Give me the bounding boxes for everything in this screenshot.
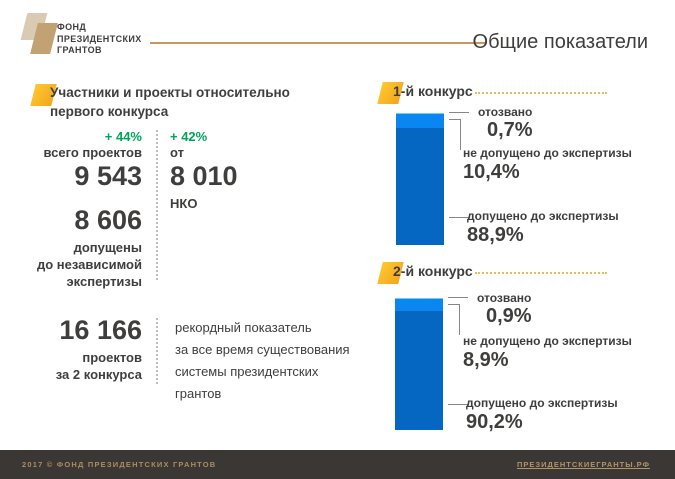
- summary-label: проектов за 2 конкурса: [20, 349, 142, 383]
- segment-value-not-admitted: 8,9%: [463, 349, 509, 371]
- footer-bar: 2017 © ФОНД ПРЕЗИДЕНТСКИХ ГРАНТОВ ПРЕЗИД…: [0, 450, 675, 479]
- admitted-label: допущены до независимой экспертизы: [20, 239, 142, 290]
- footer-copyright: 2017 © ФОНД ПРЕЗИДЕНТСКИХ ГРАНТОВ: [22, 460, 217, 469]
- summary-label-line2: за 2 конкурса: [55, 367, 142, 382]
- nko-total: 8 010: [170, 161, 238, 191]
- dotted-divider: [156, 318, 158, 384]
- stacked-bar: [395, 298, 443, 430]
- segment-label-not-admitted: не допущено до экспертизы: [463, 334, 632, 348]
- bar-segment-1: [395, 299, 443, 311]
- fund-logo-text: ФОНД ПРЕЗИДЕНТСКИХ ГРАНТОВ: [57, 22, 142, 57]
- callout-line: [449, 119, 461, 150]
- admitted-label-line2: до независимой: [37, 257, 142, 272]
- segment-value-not-admitted: 10,4%: [463, 161, 520, 183]
- segment-value-withdrawn: 0,7%: [487, 119, 533, 141]
- bar-segment-1: [396, 113, 444, 128]
- segment-label-admitted: допущено до экспертизы: [467, 209, 619, 223]
- segment-value-admitted: 88,9%: [467, 224, 524, 246]
- segment-label-withdrawn: отозвано: [478, 105, 533, 119]
- dotted-divider: [156, 130, 158, 280]
- projects-stats-column: + 44% всего проектов 9 543 8 606 допущен…: [20, 129, 142, 290]
- chart-title: 1-й конкурс: [393, 83, 473, 99]
- chart-title: 2-й конкурс: [393, 263, 473, 279]
- projects-total: 9 543: [74, 161, 142, 191]
- bar-segment-2: [396, 127, 444, 245]
- summary-note-line2: за все время существования: [175, 342, 350, 357]
- summary-note-line3: системы президентских: [175, 364, 319, 379]
- dotted-rule: [475, 272, 607, 274]
- nko-stats-column: + 42% от 8 010 НКО: [170, 129, 238, 212]
- admitted-total: 8 606: [74, 205, 142, 235]
- chart-contest-1: 1-й конкурс отозвано 0,7% не допущено до…: [375, 78, 673, 256]
- bar-segment-0: [395, 298, 443, 300]
- bar-segment-0: [396, 113, 444, 114]
- callout-line: [448, 304, 460, 335]
- summary-note-line1: рекордный показатель: [175, 320, 312, 335]
- nko-from: от: [170, 145, 184, 160]
- segment-value-withdrawn: 0,9%: [486, 305, 532, 327]
- dotted-rule: [475, 92, 607, 94]
- summary-total-column: 16 166 проектов за 2 конкурса: [20, 315, 142, 383]
- header-divider-line: [150, 42, 487, 44]
- segment-label-not-admitted: не допущено до экспертизы: [463, 146, 632, 160]
- logo-line3: ГРАНТОВ: [57, 45, 102, 55]
- chart-contest-2: 2-й конкурс отозвано 0,9% не допущено до…: [375, 258, 673, 443]
- callout-line: [448, 297, 468, 298]
- admitted-label-line3: экспертизы: [66, 274, 142, 289]
- summary-label-line1: проектов: [82, 350, 142, 365]
- logo-line1: ФОНД: [57, 22, 87, 32]
- projects-delta: + 44%: [104, 129, 142, 144]
- summary-note: рекордный показатель за все время сущест…: [175, 317, 350, 405]
- segment-value-admitted: 90,2%: [466, 411, 523, 433]
- nko-delta: + 42%: [170, 129, 208, 144]
- section-title: Участники и проекты относительно первого…: [50, 83, 290, 121]
- summary-total: 16 166: [59, 315, 142, 345]
- section-title-line2: первого конкурса: [50, 104, 169, 119]
- bar-segment-2: [395, 310, 443, 430]
- section-title-line1: Участники и проекты относительно: [50, 85, 290, 100]
- nko-label: НКО: [170, 196, 198, 211]
- callout-line: [448, 404, 468, 405]
- segment-label-withdrawn: отозвано: [477, 291, 532, 305]
- footer-site-link[interactable]: ПРЕЗИДЕНТСКИЕГРАНТЫ.РФ: [517, 460, 650, 469]
- callout-line: [449, 217, 469, 218]
- callout-line: [449, 112, 469, 113]
- summary-note-line4: грантов: [175, 386, 222, 401]
- segment-label-admitted: допущено до экспертизы: [466, 396, 618, 410]
- page-title: Общие показатели: [472, 31, 648, 53]
- logo-line2: ПРЕЗИДЕНТСКИХ: [57, 33, 142, 44]
- projects-label: всего проектов: [43, 145, 142, 160]
- stacked-bar: [396, 113, 444, 245]
- admitted-label-line1: допущены: [73, 240, 142, 255]
